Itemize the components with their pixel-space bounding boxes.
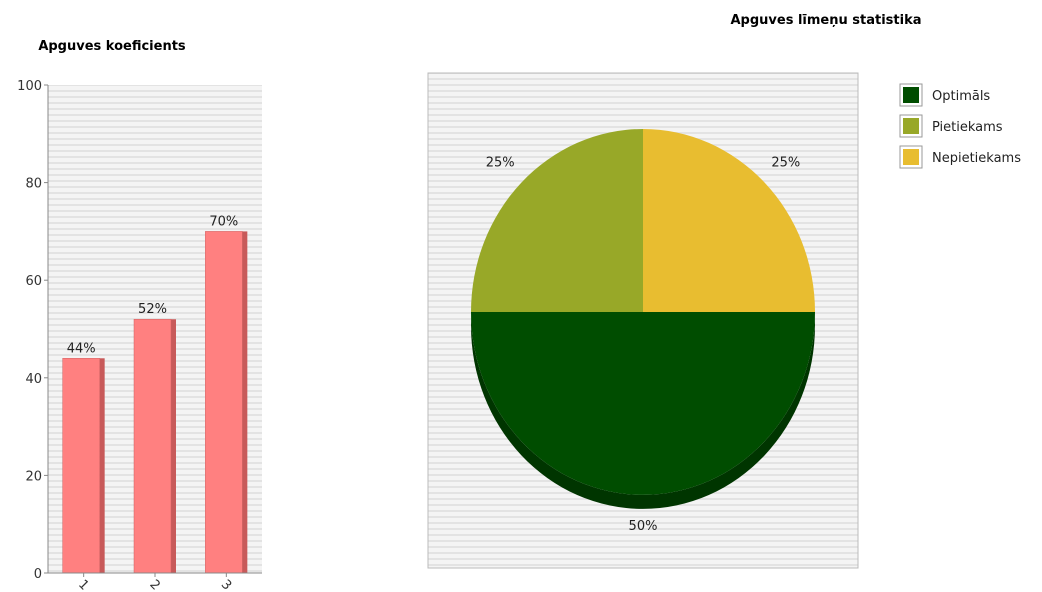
pie-legend: Optimāls Pietiekams Nepietiekams [899, 83, 1021, 169]
bar-value-label: 70% [209, 214, 238, 229]
bar-y-tick-label: 80 [25, 177, 42, 192]
bar-y-tick-label: 100 [17, 79, 42, 94]
bar-chart-title: Apguves koeficients [38, 39, 186, 54]
bar-2 [133, 318, 172, 574]
bar-y-tick-label: 0 [34, 567, 42, 582]
pie-chart-title: Apguves līmeņu statistika [730, 13, 921, 28]
bar-1 [62, 358, 100, 574]
bar-shadow [99, 358, 105, 573]
pie-slice-label: 50% [629, 519, 658, 534]
legend-swatch [903, 87, 919, 103]
bar-chart: Apguves koeficients 0 20 40 60 80 100 44% 52% 7… [17, 39, 262, 592]
pie-slice-1 [471, 312, 815, 495]
bar-value-label: 52% [138, 302, 167, 317]
bar-shadow [171, 319, 176, 573]
bar-y-tick-label: 40 [25, 372, 42, 387]
legend-swatch [903, 149, 919, 165]
bar-x-tick-label: 1 [75, 577, 91, 592]
legend-label: Pietiekams [932, 120, 1003, 135]
pie-series [471, 129, 815, 509]
pie-slice-label: 25% [486, 155, 515, 170]
pie-chart: Apguves līmeņu statistika 50% 25% 25% Opti… [427, 13, 1021, 569]
bar-3 [205, 231, 243, 574]
bar-series: 44% 52% 70% [62, 214, 248, 574]
bar-value-label: 44% [67, 341, 96, 356]
bar-y-tick-label: 20 [25, 469, 42, 484]
pie-labels: 50% 25% 25% [486, 155, 801, 534]
pie-slice-2 [471, 129, 643, 312]
legend-swatch [903, 118, 919, 134]
bar-shadow [242, 231, 248, 573]
bar-x-tick-label: 3 [218, 577, 234, 592]
bar-y-axis: 0 20 40 60 80 100 [17, 79, 49, 582]
bar-x-axis: 1 2 3 [48, 572, 262, 592]
pie-slice-label: 25% [771, 155, 800, 170]
pie-slice-3 [643, 129, 815, 312]
bar-y-tick-label: 60 [25, 274, 42, 289]
legend-label: Optimāls [932, 89, 990, 104]
bar-x-tick-label: 2 [146, 577, 162, 592]
legend-label: Nepietiekams [932, 151, 1021, 166]
